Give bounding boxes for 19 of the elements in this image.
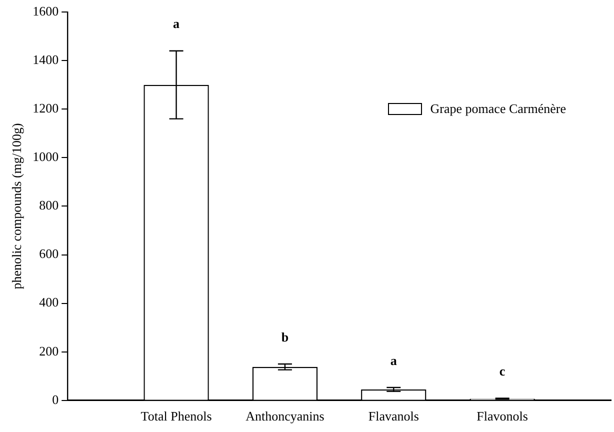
annotation: b: [281, 329, 289, 344]
annotation: a: [390, 352, 398, 368]
text: Grape pomace Carménère: [430, 101, 566, 118]
y-axis-title: phenolic compounds (mg/100g): [9, 123, 24, 290]
x-tick-label: Anthoncyanins: [246, 408, 324, 424]
y-tick-label: 1200: [32, 100, 59, 116]
y-tick-label: 1400: [32, 52, 59, 67]
x-tick-label: Flavonols: [476, 408, 528, 424]
y-tick-label: 600: [39, 246, 59, 262]
y-tick-label: 1600: [32, 3, 59, 18]
annotation: c: [499, 364, 506, 379]
y-tick-label: 1000: [32, 149, 59, 164]
x-tick-label: Total Phenols: [140, 408, 212, 424]
y-tick-label: 400: [39, 294, 59, 310]
y-tick-label: 800: [39, 198, 59, 213]
y-tick-label: 200: [39, 343, 59, 358]
y-tick-label: 0: [52, 392, 59, 407]
x-tick-label: Flavanols: [368, 408, 419, 424]
annotation: a: [173, 16, 180, 32]
